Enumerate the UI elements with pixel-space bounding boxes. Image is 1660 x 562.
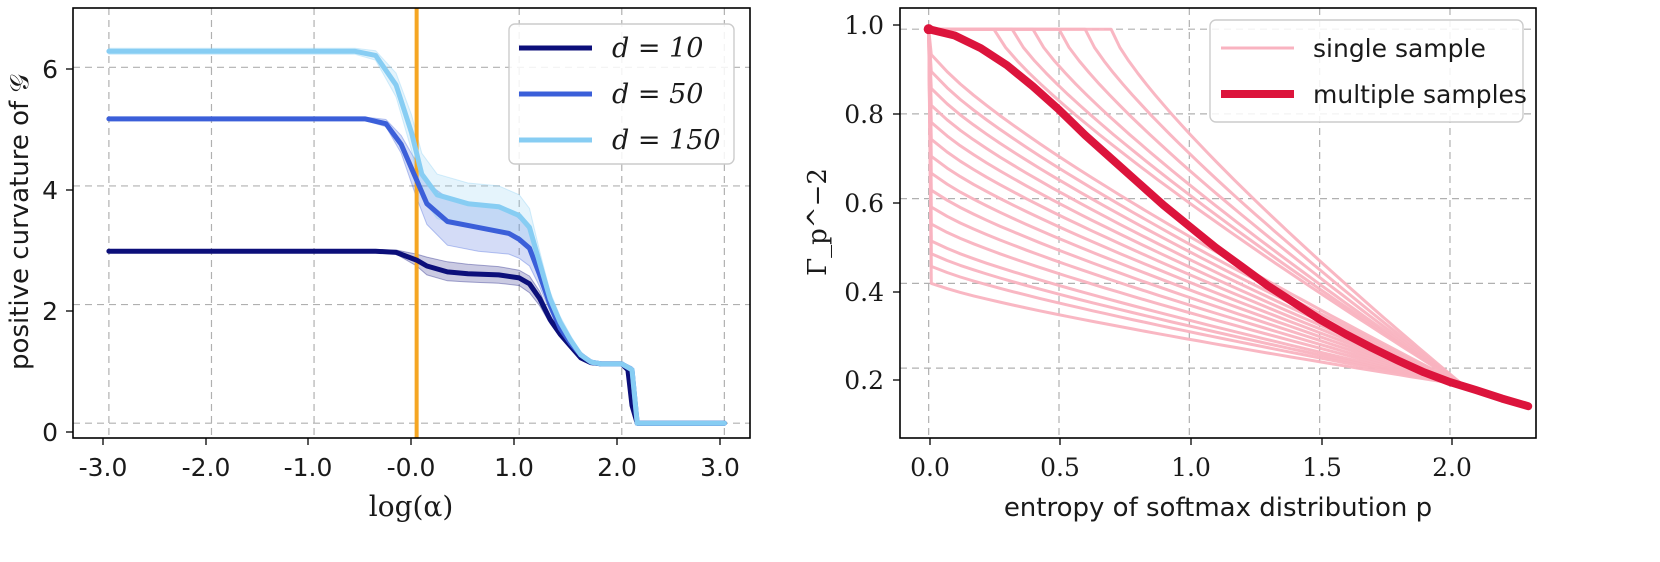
- chart-right: 0.0 0.5 1.0 1.5 2.0 0.2 0.4 0.6 0.8 1.0 …: [803, 7, 1537, 523]
- single-sample-curve: [928, 27, 1464, 387]
- right-x-axis-label: entropy of softmax distribution p: [1004, 493, 1432, 523]
- single-sample-curve: [927, 29, 1464, 387]
- right-y-tick-label: 0.6: [844, 189, 884, 218]
- single-sample-curve: [928, 27, 1464, 387]
- right-x-ticks: [929, 438, 1453, 445]
- single-sample-curve: [928, 27, 1464, 387]
- right-x-tick-label: 1.0: [1171, 453, 1211, 482]
- left-legend-label: d = 10: [612, 33, 703, 64]
- left-y-tick-label: 4: [42, 176, 58, 205]
- left-x-tick-label: 3.0: [700, 453, 740, 482]
- single-sample-curve: [927, 29, 1464, 387]
- right-y-ticks: [893, 24, 900, 381]
- left-legend-box: [508, 23, 735, 165]
- right-x-tick-label: 0.0: [910, 453, 950, 482]
- series-line: [106, 248, 727, 426]
- single-sample-curve: [927, 29, 1464, 387]
- single-sample-curve: [927, 29, 1464, 387]
- right-y-tick-label: 0.4: [844, 278, 884, 307]
- left-x-axis-label: log(α): [369, 490, 454, 523]
- left-y-ticks: [66, 68, 73, 433]
- series-line: [106, 48, 727, 426]
- left-y-axis-label: positive curvature of 𝒢: [5, 74, 35, 370]
- chart-left: -3.0 -2.0 -1.0 -0.0 1.0 2.0 3.0 0 2 4 6 …: [5, 7, 751, 523]
- left-legend-label: d = 150: [612, 125, 721, 156]
- single-sample-curve: [927, 29, 1464, 387]
- left-x-tick-label: -0.0: [387, 453, 436, 482]
- left-x-tick-label: -1.0: [284, 453, 333, 482]
- single-sample-curve: [927, 29, 1464, 387]
- left-x-tick-label: 1.0: [494, 453, 534, 482]
- left-legend: d = 10 d = 50 d = 150: [508, 23, 735, 165]
- left-x-tick-label: 2.0: [597, 453, 637, 482]
- right-y-tick-label: 0.8: [844, 100, 884, 129]
- single-sample-curve: [928, 27, 1464, 387]
- right-legend-label: multiple samples: [1313, 80, 1527, 109]
- multiple-samples-curve: [924, 25, 1533, 411]
- single-sample-curve: [927, 29, 1464, 387]
- right-x-tick-label: 2.0: [1432, 453, 1472, 482]
- right-x-tick-label: 0.5: [1040, 453, 1080, 482]
- left-y-tick-label: 2: [42, 297, 58, 326]
- single-sample-curve: [927, 29, 1464, 387]
- right-legend: single sample multiple samples: [1209, 19, 1527, 123]
- right-y-tick-label: 1.0: [844, 11, 884, 40]
- single-sample-curve: [927, 29, 1464, 387]
- left-series-lines: [106, 48, 727, 426]
- right-plot-frame: [899, 7, 1537, 439]
- right-y-axis-label: Γ_p^−2: [803, 168, 833, 276]
- left-x-ticks: [102, 438, 721, 445]
- left-legend-label: d = 50: [612, 79, 703, 110]
- single-sample-curve: [927, 29, 1464, 387]
- left-y-tick-label: 6: [42, 55, 58, 84]
- single-sample-curve: [928, 27, 1464, 387]
- left-x-tick-label: -2.0: [182, 453, 231, 482]
- single-sample-curve: [928, 27, 1464, 387]
- right-x-tick-label: 1.5: [1302, 453, 1342, 482]
- left-y-tick-label: 0: [42, 418, 58, 447]
- right-legend-label: single sample: [1313, 34, 1486, 63]
- right-y-tick-label: 0.2: [844, 366, 884, 395]
- single-sample-curve: [927, 29, 1464, 387]
- left-x-tick-label: -3.0: [79, 453, 128, 482]
